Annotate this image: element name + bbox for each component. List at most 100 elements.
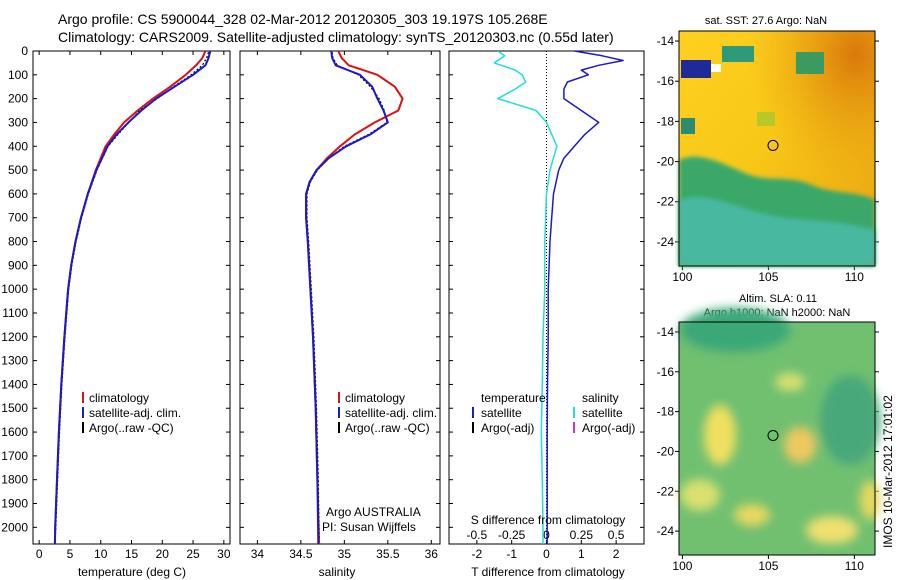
t-diff-x-tick-label: 0 xyxy=(543,547,550,561)
temperature-series-satellite-adj-clim- xyxy=(53,51,212,544)
temperature-x-tick-label: 20 xyxy=(156,547,170,561)
temperature-x-tick-label: 25 xyxy=(186,547,200,561)
sst-lat-tick-label: -16 xyxy=(657,74,675,88)
temperature-axis-title: temperature (deg C) xyxy=(78,565,186,579)
salinity-x-tick-label: 35.5 xyxy=(376,547,400,561)
depth-tick-label: 2000 xyxy=(1,520,28,534)
difference-series-group xyxy=(493,51,624,544)
legend-label-climatology: climatology xyxy=(89,391,149,405)
depth-tick-label: 1000 xyxy=(1,282,28,296)
sst-map xyxy=(678,30,876,267)
sst-anomaly-patch xyxy=(757,112,775,126)
depth-tick-label: 0 xyxy=(21,44,28,58)
t-diff-x-tick-label: 2 xyxy=(613,547,620,561)
sla-lat-tick-label: -16 xyxy=(657,365,675,379)
sla-map-frame xyxy=(678,321,876,556)
timestamp-label: IMOS 10-Mar-2012 17:01:02 xyxy=(881,395,895,548)
sla-lon-tick-label: 105 xyxy=(758,559,778,573)
salinity-x-tick-label: 34 xyxy=(251,547,265,561)
sst-cloud-patch xyxy=(681,60,711,78)
depth-tick-label: 1200 xyxy=(1,330,28,344)
depth-tick-label: 200 xyxy=(8,92,28,106)
temperature-panel xyxy=(32,50,231,545)
s-difference-axis-title: S difference from climatology xyxy=(471,513,626,527)
sla-lat-tick-label: -14 xyxy=(657,325,675,339)
depth-tick-label: 1700 xyxy=(1,449,28,463)
difference-series-salinity-satellite xyxy=(493,51,558,544)
sst-lat-tick-label: -20 xyxy=(657,155,675,169)
argo-position-marker xyxy=(767,429,779,441)
depth-tick-label: 300 xyxy=(8,115,28,129)
s-diff-x-tick-label: -0.5 xyxy=(467,528,488,542)
depth-tick-label: 1400 xyxy=(1,377,28,391)
salinity-series-satellite-adj-clim- xyxy=(305,51,389,544)
figure-title-line-1: Argo profile: CS 5900044_328 02-Mar-2012… xyxy=(58,11,548,27)
argo-position-marker xyxy=(767,139,779,151)
sst-lat-tick-label: -18 xyxy=(657,114,675,128)
sst-anomaly-patch xyxy=(681,118,695,134)
legend-label-salinity-argo: Argo(-adj) xyxy=(582,421,635,435)
sst-lat-tick-label: -22 xyxy=(657,195,675,209)
depth-tick-label: 1800 xyxy=(1,473,28,487)
legend-label-temperature-argo: Argo(-adj) xyxy=(481,421,534,435)
t-diff-x-tick-label: 1 xyxy=(578,547,585,561)
legend-label-argo: Argo(..raw -QC) xyxy=(89,421,174,435)
sst-map-title: sat. SST: 27.6 Argo: NaN xyxy=(705,15,827,27)
legend-label-salinity-satellite: satellite xyxy=(582,406,623,420)
legend-label-argo: Argo(..raw -QC) xyxy=(345,421,430,435)
temperature-x-tick-label: 0 xyxy=(36,547,43,561)
figure-title-line-2: Climatology: CARS2009. Satellite-adjuste… xyxy=(58,29,614,45)
depth-tick-label: 700 xyxy=(8,211,28,225)
s-diff-x-tick-label: -0.25 xyxy=(498,528,526,542)
salinity-axis-title: salinity xyxy=(319,565,356,579)
salinity-legend: climatology satellite-adj. clim. Argo(..… xyxy=(322,391,437,534)
temperature-x-tick-label: 15 xyxy=(125,547,139,561)
legend-heading-temperature: temperature xyxy=(481,391,546,405)
depth-tick-label: 1600 xyxy=(1,425,28,439)
difference-series-temperature-satellite xyxy=(546,51,624,544)
temperature-x-tick-label: 10 xyxy=(94,547,108,561)
salinity-panel xyxy=(239,50,441,545)
sla-lat-tick-label: -18 xyxy=(657,405,675,419)
legend-label-climatology: climatology xyxy=(345,391,405,405)
sst-coolest-region xyxy=(679,197,875,266)
depth-tick-label: 800 xyxy=(8,235,28,249)
legend-label-temperature-satellite: satellite xyxy=(481,406,522,420)
sst-lon-tick-label: 100 xyxy=(672,270,692,284)
difference-legend: temperature satellite Argo(-adj) salinit… xyxy=(472,391,635,435)
depth-tick-label: 900 xyxy=(8,258,28,272)
sst-anomaly-patch xyxy=(722,46,754,62)
legend-label-satellite: satellite-adj. clim. xyxy=(89,406,181,420)
legend-heading-salinity: salinity xyxy=(582,391,619,405)
s-diff-x-tick-label: 0.25 xyxy=(570,528,594,542)
salinity-x-tick-label: 34.5 xyxy=(289,547,313,561)
depth-tick-label: 1900 xyxy=(1,497,28,511)
temperature-x-tick-label: 5 xyxy=(67,547,74,561)
sst-lon-tick-label: 110 xyxy=(845,270,864,284)
sla-lat-tick-label: -24 xyxy=(657,524,675,538)
sst-mask-patch xyxy=(711,64,721,72)
salinity-x-tick-label: 35 xyxy=(338,547,352,561)
sla-lat-tick-label: -20 xyxy=(657,444,675,458)
temperature-legend: climatology satellite-adj. clim. Argo(..… xyxy=(82,391,181,435)
sla-map xyxy=(678,308,880,556)
legend-label-satellite: satellite-adj. clim. xyxy=(345,406,437,420)
sst-map-frame xyxy=(678,30,876,267)
sla-map-title-line-1: Altim. SLA: 0.11 xyxy=(739,293,817,305)
t-difference-axis-title: T difference from climatology xyxy=(471,565,625,579)
depth-tick-label: 1300 xyxy=(1,354,28,368)
salinity-series-group xyxy=(305,51,404,544)
t-diff-x-tick-label: -1 xyxy=(506,547,517,561)
sla-lat-tick-label: -22 xyxy=(657,484,675,498)
t-diff-x-tick-label: -2 xyxy=(472,547,483,561)
depth-tick-label: 500 xyxy=(8,163,28,177)
float-pi-label: PI: Susan Wijffels xyxy=(322,520,416,534)
sst-anomaly-patch xyxy=(796,52,824,74)
s-diff-x-tick-label: 0.5 xyxy=(608,528,625,542)
sst-lat-tick-label: -14 xyxy=(657,34,675,48)
sst-lon-tick-label: 105 xyxy=(758,270,778,284)
depth-tick-label: 400 xyxy=(8,139,28,153)
depth-tick-label: 1500 xyxy=(1,401,28,415)
depth-tick-label: 600 xyxy=(8,187,28,201)
